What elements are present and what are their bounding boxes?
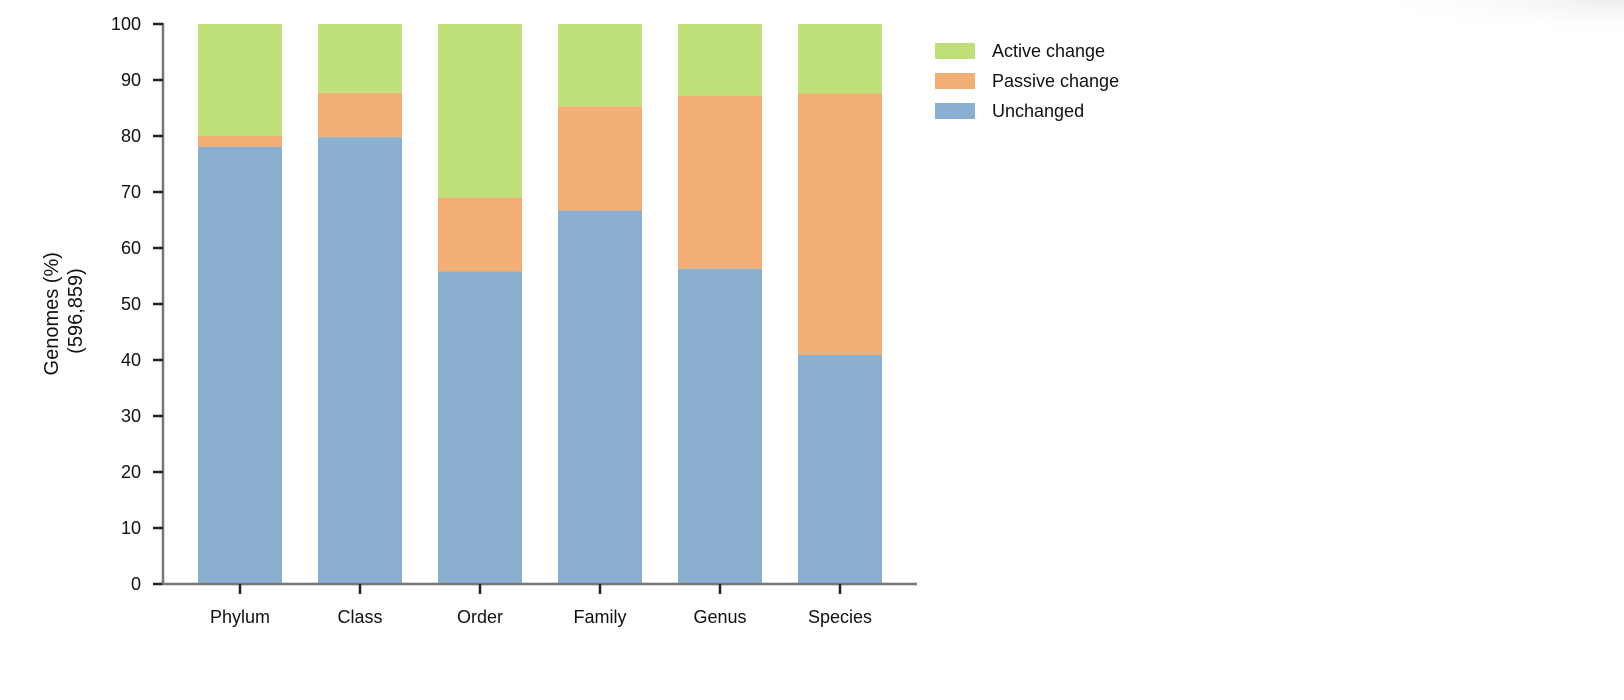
bar-phylum-active-change xyxy=(198,24,282,136)
bar-class-unchanged xyxy=(318,137,402,584)
legend: Active change Passive change Unchanged xyxy=(935,41,1119,121)
corner-shade xyxy=(1180,0,1624,60)
bar-order-passive-change xyxy=(438,197,522,272)
y-tick-label-10: 10 xyxy=(121,518,141,538)
x-tick-label-species: Species xyxy=(808,607,872,627)
y-axis-title: Genomes (%) (596,859) xyxy=(41,247,87,376)
y-tick-label-70: 70 xyxy=(121,182,141,202)
bar-phylum-unchanged xyxy=(198,146,282,584)
x-tick-label-phylum: Phylum xyxy=(210,607,270,627)
x-tick-label-class: Class xyxy=(337,607,382,627)
legend-label-unchanged: Unchanged xyxy=(992,101,1084,121)
y-tick-label-60: 60 xyxy=(121,238,141,258)
bar-family-passive-change xyxy=(558,106,642,211)
bar-genus-active-change xyxy=(678,24,762,96)
bar-family-unchanged xyxy=(558,210,642,585)
bar-order-active-change xyxy=(438,24,522,198)
y-tick-label-100: 100 xyxy=(111,14,141,34)
x-tick-label-family: Family xyxy=(574,607,627,627)
legend-swatch-passive-change xyxy=(935,73,975,89)
bar-order-unchanged xyxy=(438,271,522,584)
bar-species-passive-change xyxy=(798,93,882,355)
bar-species-active-change xyxy=(798,24,882,94)
y-tick-label-30: 30 xyxy=(121,406,141,426)
y-tick-label-40: 40 xyxy=(121,350,141,370)
y-tick-label-50: 50 xyxy=(121,294,141,314)
y-tick-label-20: 20 xyxy=(121,462,141,482)
bar-genus-unchanged xyxy=(678,268,762,584)
y-tick-label-0: 0 xyxy=(131,574,141,594)
axes-layer: 0 10 20 30 40 50 60 70 80 90 100 Phylum Class Order Fa… xyxy=(111,14,917,627)
legend-swatch-active-change xyxy=(935,43,975,59)
bar-phylum-passive-change xyxy=(198,136,282,147)
x-tick-label-order: Order xyxy=(457,607,503,627)
legend-label-passive-change: Passive change xyxy=(992,71,1119,91)
legend-label-active-change: Active change xyxy=(992,41,1105,61)
x-tick-label-genus: Genus xyxy=(693,607,746,627)
y-tick-label-90: 90 xyxy=(121,70,141,90)
bar-class-passive-change xyxy=(318,92,402,138)
legend-swatch-unchanged xyxy=(935,103,975,119)
y-axis-title-line1: Genomes (%) xyxy=(41,252,63,375)
y-axis-title-line2: (596,859) xyxy=(65,268,87,354)
bar-genus-passive-change xyxy=(678,95,762,269)
bar-family-active-change xyxy=(558,24,642,107)
bar-class-active-change xyxy=(318,24,402,93)
y-tick-label-80: 80 xyxy=(121,126,141,146)
bar-species-unchanged xyxy=(798,354,882,584)
bars-layer xyxy=(198,24,882,585)
